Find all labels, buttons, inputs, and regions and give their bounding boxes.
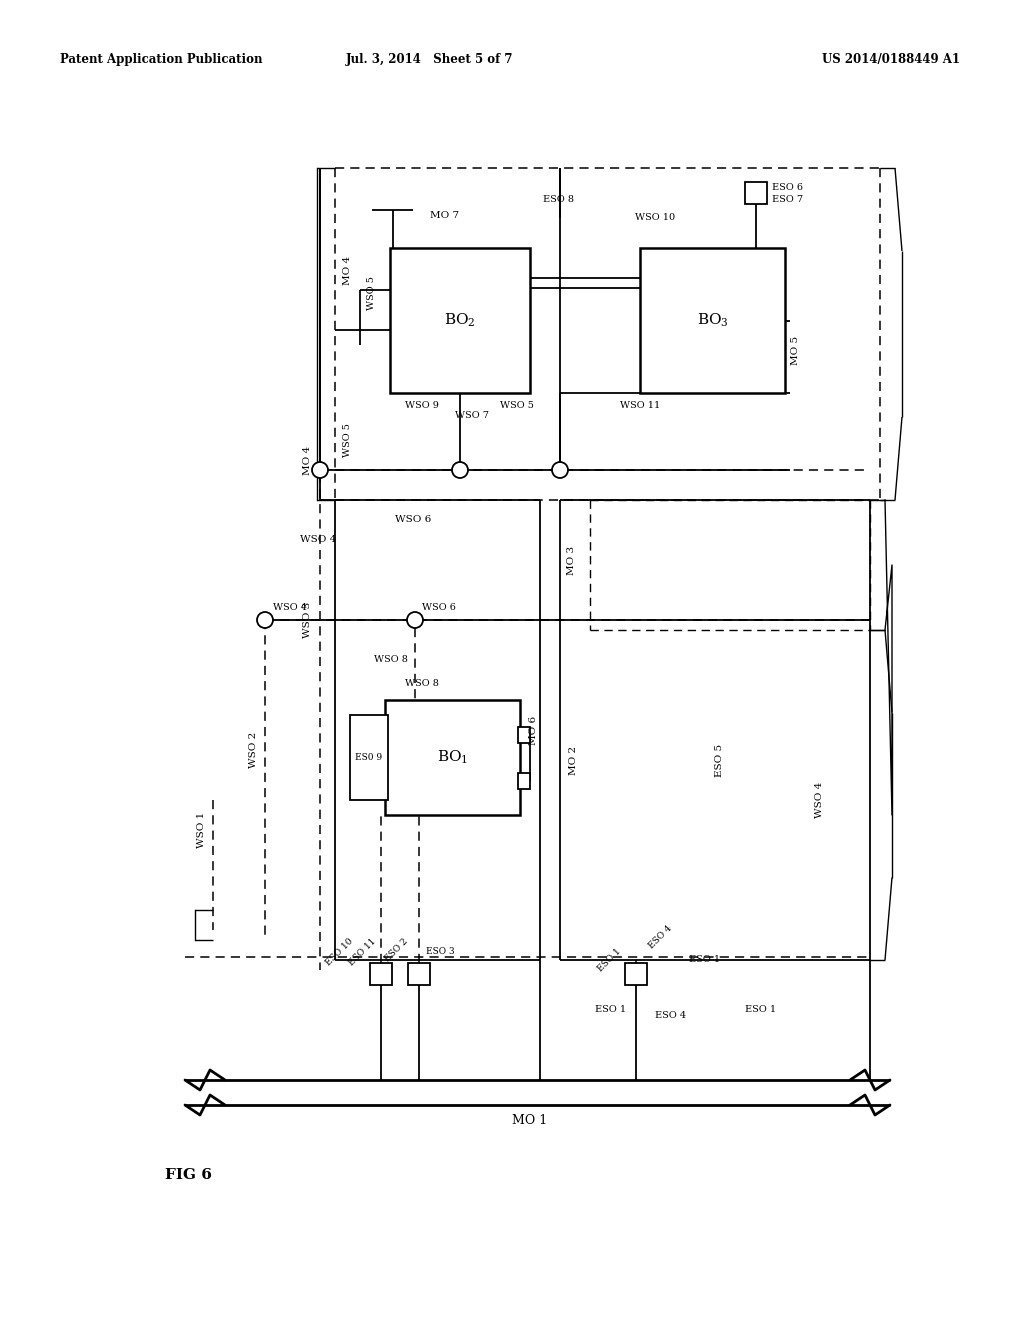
- Text: WSO 9: WSO 9: [406, 400, 439, 409]
- Text: ESO 3: ESO 3: [426, 948, 455, 957]
- Text: ESO 1: ESO 1: [597, 946, 624, 974]
- Text: MO 1: MO 1: [512, 1114, 548, 1126]
- Bar: [408, 964, 430, 985]
- Text: MO 2: MO 2: [568, 746, 578, 775]
- Text: WSO 2: WSO 2: [249, 731, 257, 768]
- Bar: [370, 964, 392, 985]
- Text: MO 7: MO 7: [430, 210, 459, 219]
- Bar: [390, 248, 530, 393]
- Bar: [745, 182, 767, 205]
- Text: WSO 5: WSO 5: [368, 276, 377, 310]
- Text: MO 6: MO 6: [528, 715, 538, 744]
- Text: ESO 8: ESO 8: [543, 195, 574, 205]
- Text: WSO 8: WSO 8: [406, 678, 439, 688]
- Text: WSO 3: WSO 3: [303, 602, 312, 638]
- Text: ESO 11: ESO 11: [347, 937, 378, 968]
- Text: WSO 6: WSO 6: [422, 602, 456, 611]
- Bar: [518, 726, 530, 742]
- Text: WSO 5: WSO 5: [500, 400, 534, 409]
- Text: Patent Application Publication: Patent Application Publication: [60, 54, 262, 66]
- Bar: [625, 964, 647, 985]
- Text: WSO 8: WSO 8: [374, 656, 408, 664]
- Text: WSO 7: WSO 7: [455, 411, 489, 420]
- Text: WSO 5: WSO 5: [343, 424, 352, 457]
- Text: US 2014/0188449 A1: US 2014/0188449 A1: [822, 54, 961, 66]
- Text: WSO 1: WSO 1: [197, 812, 206, 849]
- Text: ESO 6: ESO 6: [772, 182, 803, 191]
- Text: ESO 7: ESO 7: [772, 195, 803, 205]
- Text: ESO 1: ESO 1: [689, 956, 721, 965]
- Text: WSO 4: WSO 4: [815, 781, 824, 818]
- Bar: [385, 700, 520, 814]
- Text: ESO 10: ESO 10: [325, 937, 355, 968]
- Circle shape: [312, 462, 328, 478]
- Text: WSO 10: WSO 10: [635, 214, 675, 223]
- Text: MO 3: MO 3: [567, 545, 577, 574]
- Text: Jul. 3, 2014   Sheet 5 of 7: Jul. 3, 2014 Sheet 5 of 7: [346, 54, 514, 66]
- Bar: [518, 772, 530, 788]
- Text: ESO 5: ESO 5: [716, 743, 725, 776]
- Circle shape: [407, 612, 423, 628]
- Text: WSO 4: WSO 4: [273, 602, 307, 611]
- Text: WSO 6: WSO 6: [395, 516, 431, 524]
- Text: WSO 4: WSO 4: [300, 536, 336, 544]
- Text: MO 5: MO 5: [791, 335, 800, 364]
- Text: ESO 1: ESO 1: [745, 1006, 776, 1015]
- Text: MO 4: MO 4: [303, 445, 312, 475]
- Bar: [640, 248, 785, 393]
- Text: $\mathregular{BO_3}$: $\mathregular{BO_3}$: [696, 312, 728, 329]
- Text: FIG 6: FIG 6: [165, 1168, 212, 1181]
- Text: $\mathregular{BO_2}$: $\mathregular{BO_2}$: [444, 312, 476, 329]
- Text: ESO 4: ESO 4: [655, 1011, 686, 1019]
- Text: MO 4: MO 4: [343, 256, 352, 285]
- Text: ESO 1: ESO 1: [595, 1006, 626, 1015]
- Text: $\mathregular{BO_1}$: $\mathregular{BO_1}$: [437, 748, 468, 766]
- Bar: [350, 715, 388, 800]
- Text: ESO 2: ESO 2: [383, 937, 410, 964]
- Circle shape: [452, 462, 468, 478]
- Text: WSO 11: WSO 11: [620, 400, 660, 409]
- Text: ESO 4: ESO 4: [647, 924, 674, 950]
- Text: ES0 9: ES0 9: [355, 752, 383, 762]
- Circle shape: [257, 612, 273, 628]
- Circle shape: [552, 462, 568, 478]
